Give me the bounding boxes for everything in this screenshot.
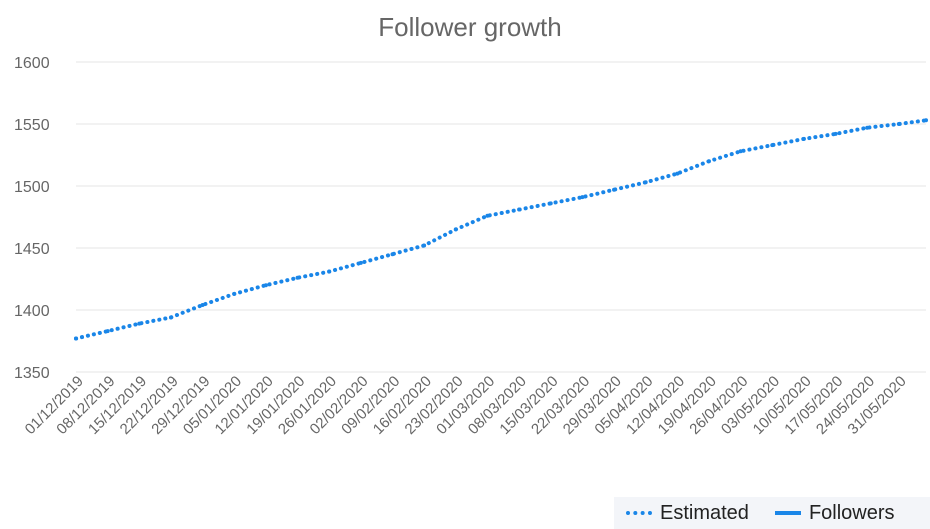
y-tick-label: 1400 [14, 303, 50, 320]
gridlines [76, 61, 926, 373]
data-point [517, 207, 522, 212]
y-tick-label: 1600 [14, 55, 50, 72]
data-point [643, 180, 648, 185]
data-point [801, 136, 806, 141]
y-tick-label: 1550 [14, 117, 50, 134]
data-point [485, 213, 490, 218]
data-point [548, 201, 553, 206]
data-point [924, 118, 928, 123]
data-point [358, 260, 363, 265]
data-point [200, 303, 205, 308]
data-point [453, 227, 458, 232]
data-point [675, 171, 680, 176]
y-axis-ticks: 1350 1400 1450 1500 1550 1600 [14, 55, 50, 382]
dotted-line-swatch-icon [626, 511, 652, 515]
y-tick-label: 1350 [14, 365, 50, 382]
data-point [232, 291, 237, 296]
data-point [770, 143, 775, 148]
chart-title: Follower growth [378, 12, 562, 42]
data-point [580, 195, 585, 200]
legend-label-followers: Followers [808, 501, 895, 524]
legend-item-estimated[interactable]: Estimated [626, 502, 749, 525]
legend-label-estimated: Estimated [660, 501, 749, 524]
x-axis-ticks: 01/12/201908/12/201915/12/201922/12/2019… [22, 373, 910, 438]
data-point [422, 243, 427, 248]
data-point [612, 187, 617, 192]
solid-line-swatch-icon [774, 511, 801, 515]
data-point [74, 336, 78, 341]
data-point [738, 149, 743, 154]
data-point [706, 159, 711, 164]
series-layer [74, 118, 928, 341]
y-tick-label: 1500 [14, 179, 50, 196]
data-point [896, 122, 901, 126]
chart-legend: Estimated Followers [614, 497, 930, 529]
data-point [263, 283, 268, 288]
legend-item-followers[interactable]: Followers [774, 501, 895, 525]
data-point [105, 329, 110, 334]
data-point [865, 125, 870, 130]
series-line-estimated [74, 118, 928, 341]
data-point [327, 269, 332, 274]
data-point [168, 315, 173, 320]
data-point [295, 275, 300, 280]
y-tick-label: 1450 [14, 241, 50, 258]
data-point [833, 131, 838, 136]
data-point [390, 252, 395, 257]
data-point [137, 321, 142, 326]
